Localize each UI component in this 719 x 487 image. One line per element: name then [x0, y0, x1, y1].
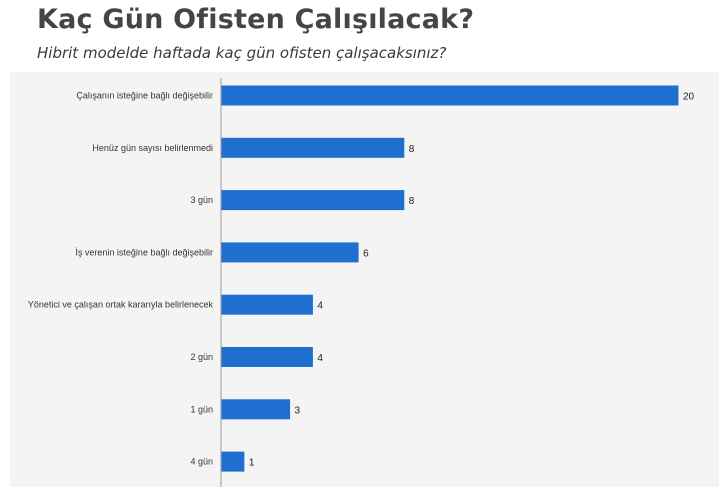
value-label-6: 3: [295, 405, 301, 416]
bar-1: [221, 137, 405, 158]
category-label-0: Çalışanın isteğine bağlı değişebilir: [76, 91, 213, 101]
bar-2: [221, 190, 405, 211]
category-label-4: Yönetici ve çalışan ortak kararıyla beli…: [28, 300, 214, 310]
bar-0: [221, 85, 679, 106]
category-label-6: 1 gün: [190, 404, 213, 414]
value-label-1: 8: [409, 144, 415, 155]
bar-4: [221, 294, 313, 315]
chart-title: Kaç Gün Ofisten Çalışılacak?: [37, 4, 475, 35]
value-label-0: 20: [683, 92, 695, 103]
bar-7: [221, 451, 245, 472]
bar-5: [221, 347, 313, 367]
value-label-7: 1: [249, 458, 255, 469]
value-label-5: 4: [317, 353, 323, 364]
bar-6: [221, 399, 291, 420]
chart-subtitle: Hibrit modelde haftada kaç gün ofisten ç…: [37, 44, 447, 62]
value-label-3: 6: [363, 248, 369, 259]
value-label-2: 8: [409, 196, 415, 207]
category-label-3: İş verenin isteğine bağlı değişebilir: [75, 247, 213, 257]
category-label-7: 4 gün: [190, 457, 213, 467]
category-label-1: Henüz gün sayısı belirlenmedi: [92, 143, 213, 153]
value-label-4: 4: [317, 301, 323, 312]
category-label-5: 2 gün: [190, 352, 213, 362]
bar-3: [221, 242, 359, 263]
category-label-2: 3 gün: [190, 195, 213, 205]
